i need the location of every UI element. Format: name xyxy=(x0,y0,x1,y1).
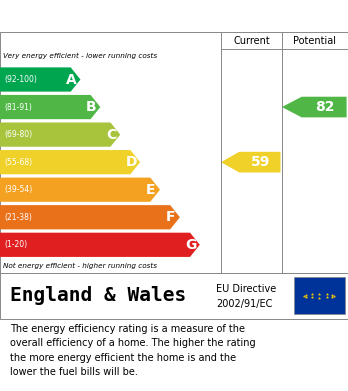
Polygon shape xyxy=(0,150,140,174)
Polygon shape xyxy=(0,205,180,230)
Text: England & Wales: England & Wales xyxy=(10,286,187,305)
Text: G: G xyxy=(185,238,196,252)
Text: B: B xyxy=(86,100,97,114)
Text: (92-100): (92-100) xyxy=(4,75,37,84)
Polygon shape xyxy=(0,122,120,147)
Polygon shape xyxy=(221,152,280,172)
Polygon shape xyxy=(282,97,347,117)
Text: C: C xyxy=(106,127,116,142)
Text: E: E xyxy=(146,183,156,197)
Text: (81-91): (81-91) xyxy=(4,102,32,111)
Text: (69-80): (69-80) xyxy=(4,130,32,139)
Polygon shape xyxy=(0,178,160,202)
Text: (39-54): (39-54) xyxy=(4,185,32,194)
Polygon shape xyxy=(0,95,100,119)
Text: D: D xyxy=(125,155,137,169)
Text: 2002/91/EC: 2002/91/EC xyxy=(216,299,272,309)
Text: A: A xyxy=(66,72,77,86)
Text: 59: 59 xyxy=(251,155,270,169)
Text: Very energy efficient - lower running costs: Very energy efficient - lower running co… xyxy=(3,53,158,59)
Text: Current: Current xyxy=(233,36,270,46)
Text: The energy efficiency rating is a measure of the
overall efficiency of a home. T: The energy efficiency rating is a measur… xyxy=(10,324,256,377)
Bar xyxy=(294,277,345,314)
Polygon shape xyxy=(0,67,80,91)
Text: F: F xyxy=(166,210,176,224)
Text: Not energy efficient - higher running costs: Not energy efficient - higher running co… xyxy=(3,263,158,269)
Text: (1-20): (1-20) xyxy=(4,240,27,249)
Polygon shape xyxy=(0,233,200,257)
Text: 82: 82 xyxy=(315,100,335,114)
Text: EU Directive: EU Directive xyxy=(216,284,276,294)
Text: Energy Efficiency Rating: Energy Efficiency Rating xyxy=(10,9,220,23)
Text: Potential: Potential xyxy=(293,36,337,46)
Text: (21-38): (21-38) xyxy=(4,213,32,222)
Text: (55-68): (55-68) xyxy=(4,158,32,167)
